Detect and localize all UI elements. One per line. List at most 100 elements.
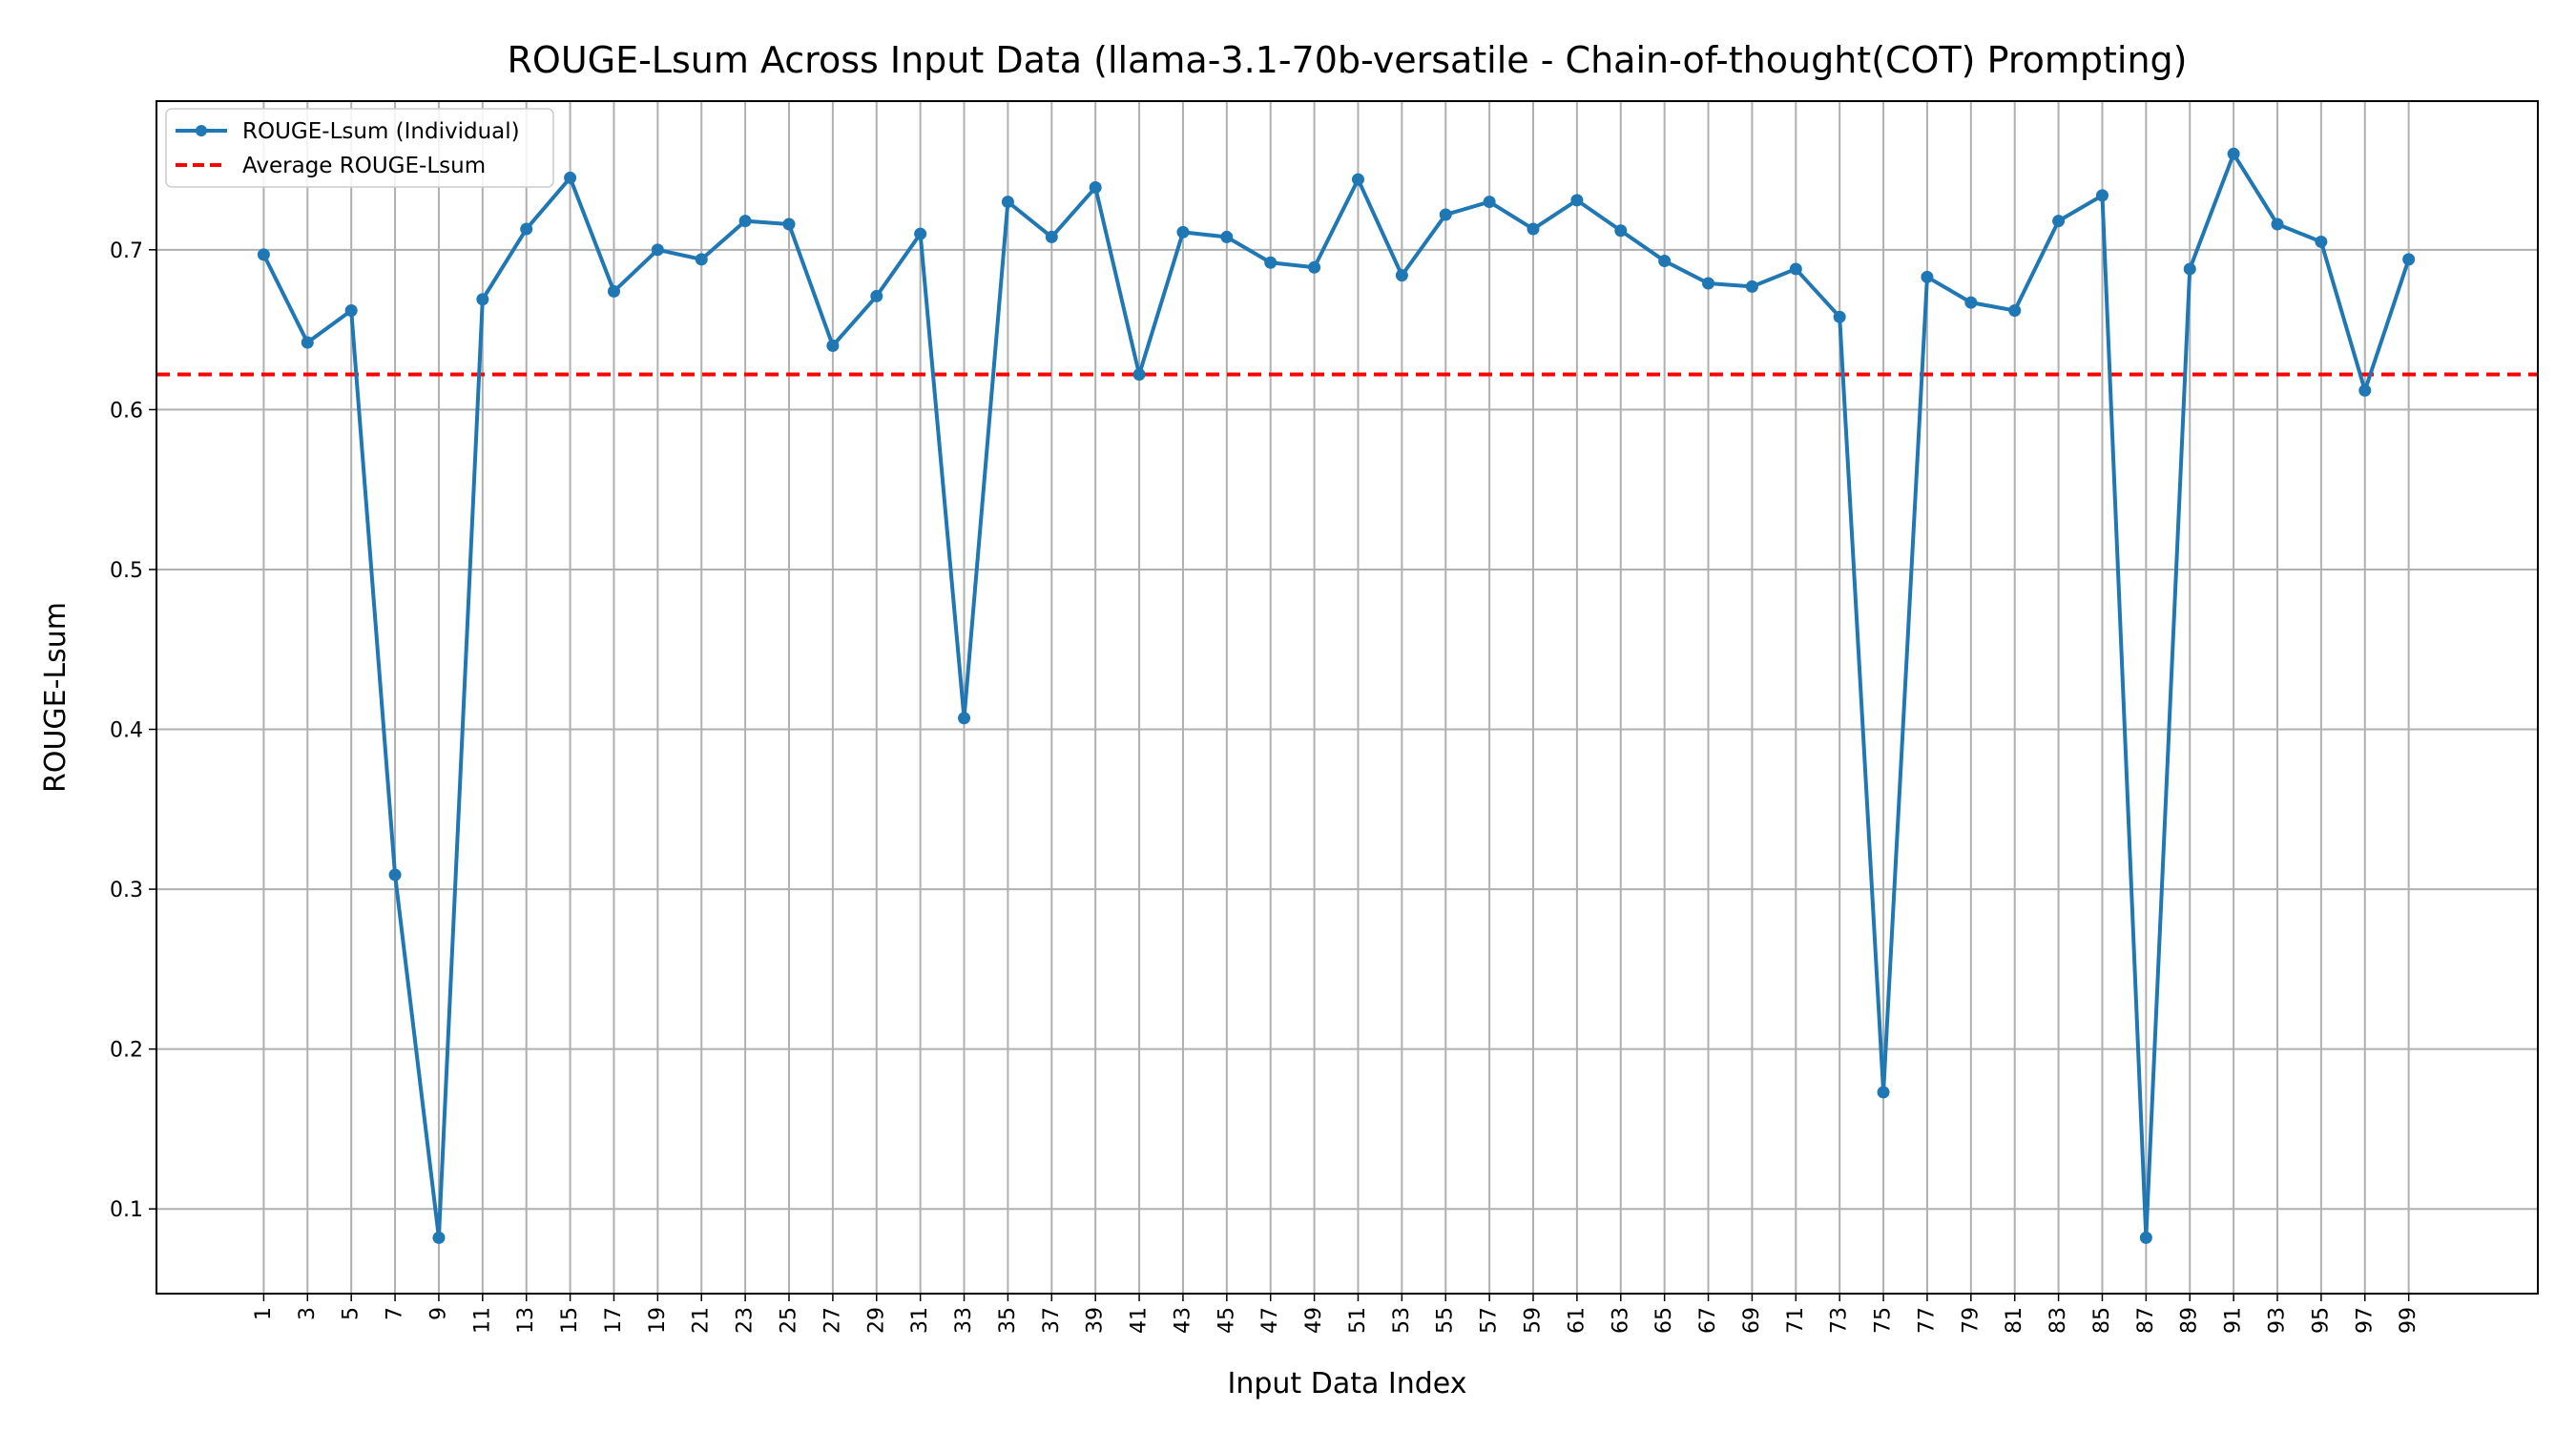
y-tick-label: 0.4 bbox=[110, 719, 143, 743]
x-tick-label: 91 bbox=[2222, 1307, 2246, 1334]
data-point bbox=[2095, 189, 2109, 202]
data-point bbox=[2052, 215, 2066, 228]
y-axis-ticks: 0.1 0.2 0.3 0.4 0.5 0.6 0.7 bbox=[110, 239, 156, 1222]
data-point bbox=[2402, 253, 2416, 266]
data-point bbox=[1220, 230, 1234, 243]
data-point bbox=[1833, 310, 1846, 323]
data-point bbox=[1001, 196, 1014, 209]
data-point bbox=[1745, 280, 1758, 293]
x-tick-label: 29 bbox=[864, 1307, 888, 1334]
data-point bbox=[2227, 147, 2240, 160]
data-point bbox=[301, 336, 314, 349]
y-tick-label: 0.5 bbox=[110, 559, 143, 583]
data-point bbox=[651, 243, 664, 257]
x-tick-label: 33 bbox=[952, 1307, 976, 1334]
x-tick-label: 1 bbox=[252, 1307, 276, 1320]
legend-average-label: Average ROUGE-Lsum bbox=[242, 154, 486, 178]
data-point bbox=[520, 222, 533, 236]
x-tick-label: 49 bbox=[1302, 1307, 1326, 1334]
data-point bbox=[1702, 277, 1715, 290]
x-tick-label: 39 bbox=[1084, 1307, 1108, 1334]
x-tick-label: 65 bbox=[1652, 1307, 1676, 1334]
plot-frame bbox=[156, 100, 2539, 1295]
data-point bbox=[738, 215, 752, 228]
data-point bbox=[2139, 1231, 2152, 1244]
data-point bbox=[1483, 196, 1496, 209]
data-point bbox=[1877, 1086, 1890, 1099]
x-tick-label: 53 bbox=[1390, 1307, 1414, 1334]
data-point bbox=[914, 227, 927, 240]
data-point bbox=[1921, 270, 1934, 283]
x-tick-label: 37 bbox=[1040, 1307, 1064, 1334]
data-point bbox=[695, 253, 708, 266]
y-axis-label: ROUGE-Lsum bbox=[39, 602, 73, 793]
x-tick-label: 83 bbox=[2046, 1307, 2070, 1334]
x-tick-label: 93 bbox=[2266, 1307, 2290, 1334]
x-tick-label: 71 bbox=[1784, 1307, 1808, 1334]
x-tick-label: 69 bbox=[1740, 1307, 1764, 1334]
x-tick-label: 43 bbox=[1171, 1307, 1195, 1334]
x-tick-label: 19 bbox=[646, 1307, 670, 1334]
data-point bbox=[564, 171, 577, 184]
x-tick-label: 81 bbox=[2003, 1307, 2026, 1334]
x-tick-label: 23 bbox=[734, 1307, 758, 1334]
data-point bbox=[2008, 304, 2022, 318]
x-tick-label: 27 bbox=[821, 1307, 844, 1334]
x-tick-label: 51 bbox=[1346, 1307, 1370, 1334]
data-point bbox=[344, 304, 358, 318]
y-tick-label: 0.2 bbox=[110, 1039, 143, 1063]
data-point bbox=[1789, 262, 1802, 276]
data-point bbox=[1264, 256, 1278, 269]
x-tick-label: 17 bbox=[602, 1307, 626, 1334]
x-tick-label: 11 bbox=[470, 1307, 494, 1334]
x-tick-label: 57 bbox=[1478, 1307, 1502, 1334]
data-point bbox=[1351, 173, 1364, 186]
x-tick-label: 67 bbox=[1696, 1307, 1720, 1334]
data-point bbox=[1570, 194, 1584, 207]
data-point bbox=[826, 339, 840, 352]
x-tick-label: 61 bbox=[1565, 1307, 1589, 1334]
x-tick-label: 9 bbox=[426, 1307, 450, 1320]
data-point bbox=[257, 248, 270, 261]
data-point bbox=[1527, 222, 1540, 236]
data-point bbox=[1614, 224, 1628, 238]
x-tick-label: 7 bbox=[384, 1307, 407, 1320]
x-tick-label: 85 bbox=[2090, 1307, 2114, 1334]
y-tick-label: 0.7 bbox=[110, 239, 143, 263]
series-line bbox=[261, 152, 2411, 1240]
y-tick-label: 0.6 bbox=[110, 399, 143, 423]
x-tick-label: 5 bbox=[340, 1307, 364, 1320]
x-tick-label: 87 bbox=[2134, 1307, 2158, 1334]
x-tick-label: 59 bbox=[1522, 1307, 1546, 1334]
x-axis-ticks: 1 3 5 7 9 11 13 15 17 19 21 23 25 27 29 31 33 35 37 39 41 43 4… bbox=[252, 1294, 2420, 1334]
y-tick-label: 0.1 bbox=[110, 1198, 143, 1222]
x-tick-label: 41 bbox=[1128, 1307, 1152, 1334]
chart-title: ROUGE-Lsum Across Input Data (llama-3.1-… bbox=[508, 39, 2188, 81]
data-point bbox=[782, 218, 796, 231]
data-point bbox=[2271, 218, 2284, 231]
data-point bbox=[1132, 368, 1146, 382]
data-point bbox=[432, 1231, 446, 1244]
x-tick-label: 25 bbox=[778, 1307, 801, 1334]
x-tick-label: 31 bbox=[908, 1307, 932, 1334]
data-point bbox=[2315, 235, 2328, 248]
x-tick-label: 13 bbox=[514, 1307, 538, 1334]
x-axis-label: Input Data Index bbox=[1228, 1367, 1467, 1400]
x-tick-label: 99 bbox=[2397, 1307, 2420, 1334]
x-tick-label: 79 bbox=[1959, 1307, 1983, 1334]
legend: ROUGE-Lsum (Individual) Average ROUGE-Ls… bbox=[165, 108, 554, 188]
x-tick-label: 77 bbox=[1915, 1307, 1939, 1334]
series-layer bbox=[257, 147, 2416, 1244]
data-point bbox=[1964, 296, 1978, 309]
x-tick-label: 45 bbox=[1215, 1307, 1238, 1334]
data-point bbox=[2358, 384, 2372, 397]
y-tick-label: 0.3 bbox=[110, 879, 143, 902]
x-tick-label: 21 bbox=[690, 1307, 714, 1334]
x-tick-label: 95 bbox=[2309, 1307, 2333, 1334]
data-point bbox=[1176, 225, 1190, 238]
data-point bbox=[870, 289, 883, 302]
data-point bbox=[958, 712, 971, 725]
data-point bbox=[607, 284, 620, 298]
grid bbox=[156, 101, 2538, 1294]
